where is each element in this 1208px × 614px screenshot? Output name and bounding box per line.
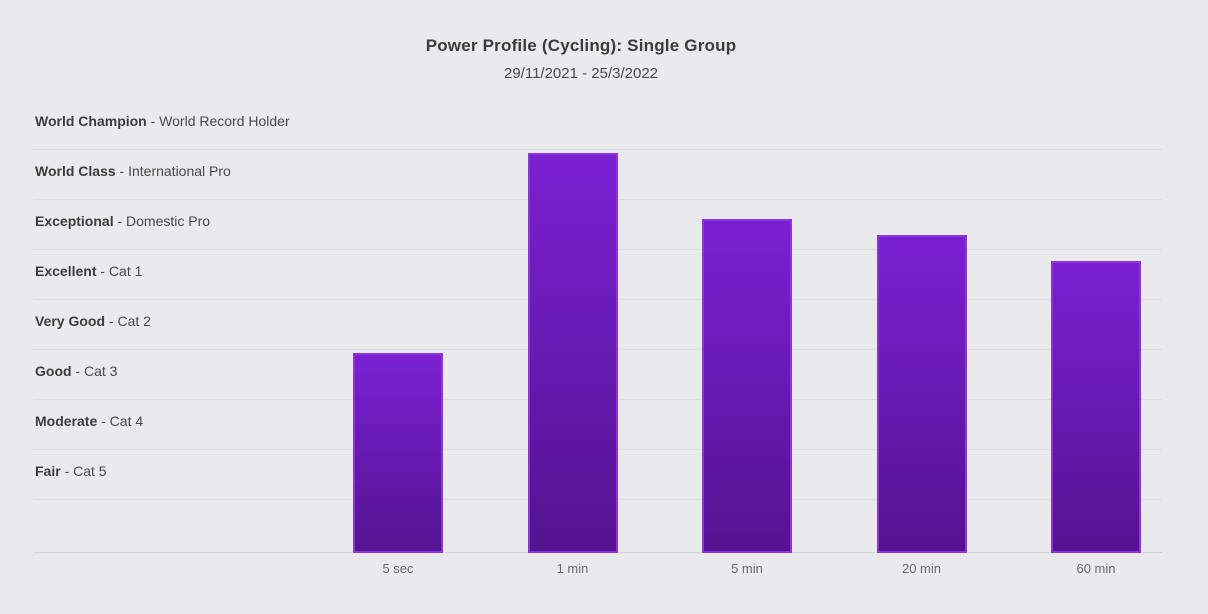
x-tick-label: 5 min [731, 561, 763, 576]
band-description: - Domestic Pro [113, 213, 211, 229]
band-description: - Cat 5 [60, 463, 107, 479]
plot-area: World Champion - World Record Holder Worl… [33, 100, 1162, 553]
band-description: - Cat 1 [96, 263, 143, 279]
band-label: Fair [35, 463, 61, 479]
chart-title: Power Profile (Cycling): Single Group [425, 36, 737, 55]
band-description: - Cat 2 [105, 313, 151, 329]
bar-20-min[interactable] [876, 235, 967, 553]
band-label: World Class [35, 163, 116, 179]
bar-5-sec[interactable] [353, 353, 443, 553]
band-label: Good [35, 363, 72, 379]
band-description: - Cat 3 [71, 363, 118, 379]
x-tick-label: 60 min [1076, 561, 1116, 576]
band-description: - World Record Holder [146, 113, 290, 129]
band-row: World Champion - World Record Holder [33, 100, 1162, 150]
x-tick-label: 20 min [901, 561, 942, 576]
bar-1-min[interactable] [527, 153, 618, 553]
x-axis-labels: 5 sec 1 min 5 min 20 min 60 min [353, 561, 1141, 576]
x-tick-label: 5 sec [382, 561, 414, 576]
band-description: - International Pro [115, 163, 231, 179]
band-label: Very Good [35, 313, 106, 329]
bar-series [353, 100, 1141, 553]
band-label: World Champion [35, 113, 147, 129]
band-label: Moderate [35, 413, 98, 429]
chart-header: Power Profile (Cycling): Single Group 29… [0, 36, 1162, 82]
x-tick-label: 1 min [556, 561, 589, 576]
bar-60-min[interactable] [1051, 261, 1141, 553]
band-label: Exceptional [35, 213, 114, 229]
band-description: - Cat 4 [97, 413, 144, 429]
band-label: Excellent [35, 263, 97, 279]
bar-5-min[interactable] [702, 219, 792, 553]
chart-date-range: 29/11/2021 - 25/3/2022 [503, 65, 659, 82]
